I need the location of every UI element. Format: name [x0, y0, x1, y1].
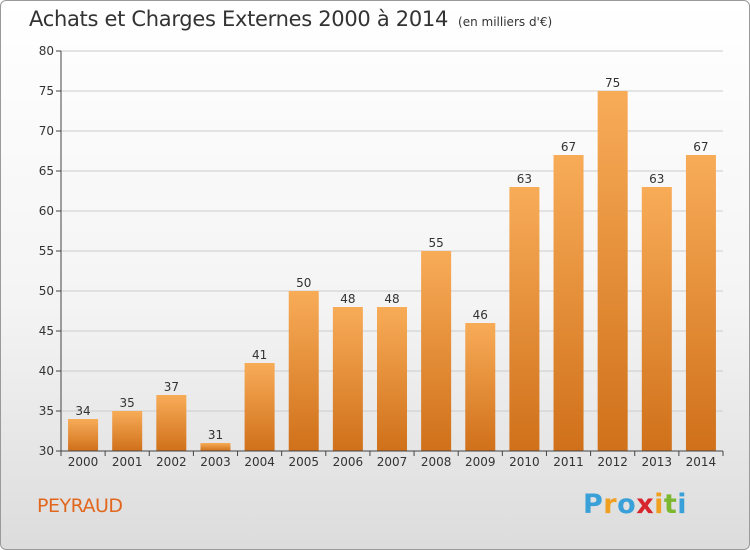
- x-tick-label: 2007: [377, 455, 408, 469]
- data-label: 34: [75, 404, 90, 418]
- data-label: 50: [296, 276, 311, 290]
- y-tick-label: 45: [39, 324, 54, 338]
- data-label: 63: [649, 172, 664, 186]
- bar: [641, 187, 672, 451]
- logo-letter: r: [603, 489, 618, 520]
- y-tick-label: 55: [39, 244, 54, 258]
- y-tick-label: 40: [39, 364, 54, 378]
- logo-letter: o: [617, 489, 637, 520]
- commune-name: PEYRAUD: [37, 495, 123, 517]
- x-tick-label: 2005: [288, 455, 319, 469]
- bar: [244, 363, 275, 451]
- bar: [332, 307, 363, 451]
- bar: [376, 307, 408, 451]
- x-tick-label: 2012: [597, 455, 628, 469]
- data-label: 46: [473, 308, 488, 322]
- y-tick-label: 50: [39, 284, 54, 298]
- bar: [200, 443, 231, 451]
- x-tick-label: 2009: [465, 455, 496, 469]
- x-tick-label: 2006: [333, 455, 364, 469]
- x-tick-label: 2002: [156, 455, 187, 469]
- logo-letter: i: [677, 489, 688, 520]
- x-tick-label: 2014: [686, 455, 717, 469]
- x-tick-label: 2013: [642, 455, 673, 469]
- data-label: 35: [120, 396, 135, 410]
- logo-letter: x: [636, 489, 655, 520]
- data-label: 37: [164, 380, 179, 394]
- bar: [288, 291, 319, 451]
- chart-title: Achats et Charges Externes 2000 à 2014 (e…: [29, 7, 552, 31]
- bar: [465, 323, 496, 451]
- y-tick-label: 70: [39, 124, 54, 138]
- proxiti-logo: Proxiti: [583, 489, 687, 520]
- y-tick-label: 65: [39, 164, 54, 178]
- x-tick-label: 2004: [244, 455, 275, 469]
- data-label: 48: [384, 292, 399, 306]
- x-tick-label: 2010: [509, 455, 540, 469]
- data-label: 41: [252, 348, 267, 362]
- y-tick-label: 75: [39, 84, 54, 98]
- title-unit: (en milliers d'€): [458, 15, 553, 29]
- data-label: 63: [517, 172, 532, 186]
- logo-letter: i: [654, 489, 664, 520]
- y-tick-label: 60: [39, 204, 54, 218]
- x-tick-label: 2001: [112, 455, 143, 469]
- y-tick-label: 80: [39, 44, 54, 58]
- bar: [685, 155, 716, 451]
- bar: [156, 395, 187, 451]
- bar: [509, 187, 540, 451]
- bar: [597, 91, 628, 451]
- data-label: 75: [605, 76, 620, 90]
- logo-letter: t: [663, 489, 678, 520]
- x-tick-label: 2003: [200, 455, 231, 469]
- x-tick-label: 2008: [421, 455, 452, 469]
- y-tick-label: 30: [39, 444, 54, 458]
- bar: [112, 411, 143, 451]
- x-tick-label: 2000: [68, 455, 99, 469]
- data-label: 67: [693, 140, 708, 154]
- data-label: 55: [428, 236, 443, 250]
- data-label: 67: [561, 140, 576, 154]
- title-main: Achats et Charges Externes 2000 à 2014: [29, 7, 449, 31]
- x-tick-label: 2011: [553, 455, 584, 469]
- y-tick-label: 35: [39, 404, 54, 418]
- data-label: 31: [208, 428, 223, 442]
- bar: [421, 251, 452, 451]
- bar: [68, 419, 99, 451]
- axes: 30 35 40 45 50 55 60 65 70 75 80 2000 2001 2002 2003 20…: [39, 44, 724, 469]
- data-label: 48: [340, 292, 355, 306]
- logo-letter: P: [583, 489, 604, 520]
- bars: 34 35 37 31 41 50 48 48 55 46 63 67 75 63 67: [68, 76, 716, 451]
- bar: [553, 155, 584, 451]
